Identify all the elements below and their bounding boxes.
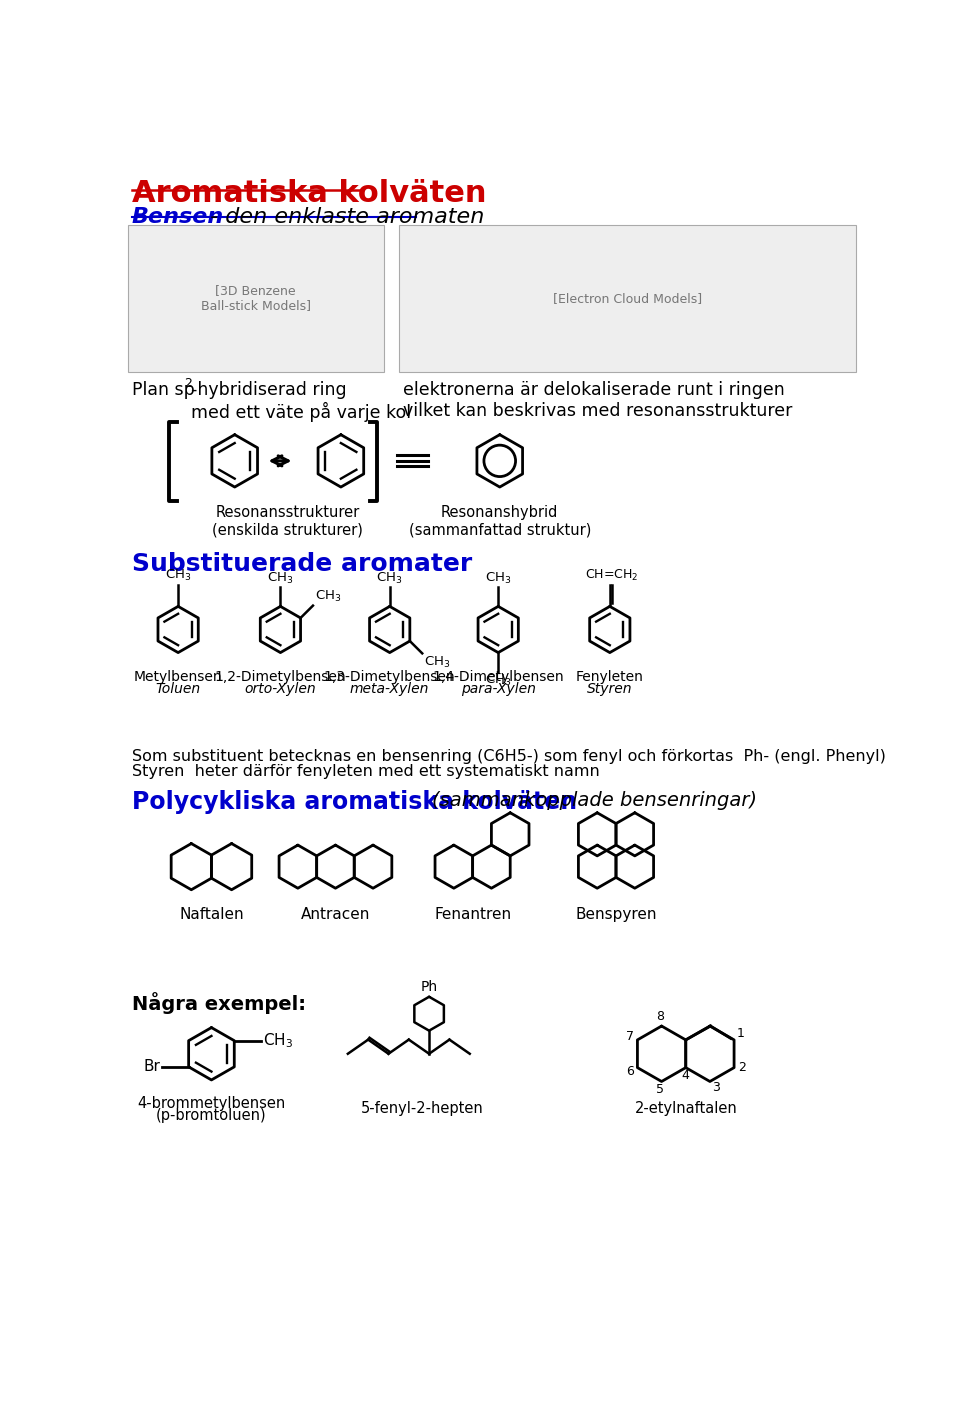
Text: elektronerna är delokaliserade runt i ringen
vilket kan beskrivas med resonansst: elektronerna är delokaliserade runt i ri… — [403, 381, 792, 420]
Bar — [128, 225, 383, 372]
Text: Aromatiska kolväten: Aromatiska kolväten — [132, 180, 486, 208]
Text: Bensen: Bensen — [132, 207, 224, 226]
Text: CH$_3$: CH$_3$ — [165, 569, 191, 583]
Text: -hybridiserad ring
med ett väte på varje kol: -hybridiserad ring med ett väte på varje… — [190, 381, 411, 422]
Text: 8: 8 — [656, 1010, 664, 1023]
Text: - den enklaste aromaten: - den enklaste aromaten — [203, 207, 484, 226]
Text: Plan sp: Plan sp — [132, 381, 194, 399]
Text: 1,3-Dimetylbensen: 1,3-Dimetylbensen — [324, 669, 455, 683]
Text: Resonanshybrid
(sammanfattad struktur): Resonanshybrid (sammanfattad struktur) — [409, 505, 591, 538]
Text: Metylbensen: Metylbensen — [133, 669, 223, 683]
Text: 2-etylnaftalen: 2-etylnaftalen — [635, 1101, 737, 1116]
Text: 2: 2 — [738, 1061, 746, 1074]
Text: Styren  heter därför fenyleten med ett systematiskt namn: Styren heter därför fenyleten med ett sy… — [132, 764, 599, 780]
Text: Fenantren: Fenantren — [434, 907, 511, 921]
Text: Resonansstrukturer
(enskilda strukturer): Resonansstrukturer (enskilda strukturer) — [212, 505, 363, 538]
Text: Några exempel:: Några exempel: — [132, 992, 305, 1015]
Text: CH$_3$: CH$_3$ — [263, 1032, 293, 1050]
Text: para-Xylen: para-Xylen — [461, 682, 536, 696]
Text: Naftalen: Naftalen — [180, 907, 244, 921]
Text: meta-Xylen: meta-Xylen — [350, 682, 429, 696]
Text: CH$_3$: CH$_3$ — [423, 655, 450, 669]
Text: CH$_3$: CH$_3$ — [376, 570, 403, 586]
Text: CH$_3$: CH$_3$ — [485, 570, 512, 586]
Text: (p-bromtoluen): (p-bromtoluen) — [156, 1108, 267, 1122]
Text: Som substituent betecknas en bensenring (C6H5-) som fenyl och förkortas  Ph- (en: Som substituent betecknas en bensenring … — [132, 749, 885, 764]
Text: [Electron Cloud Models]: [Electron Cloud Models] — [553, 291, 702, 304]
Text: Toluen: Toluen — [156, 682, 201, 696]
Text: orto-Xylen: orto-Xylen — [245, 682, 316, 696]
Text: Polycykliska aromatiska kolväten: Polycykliska aromatiska kolväten — [132, 790, 577, 814]
Text: Br: Br — [143, 1060, 160, 1074]
Text: 5: 5 — [656, 1082, 664, 1095]
Text: CH=CH$_2$: CH=CH$_2$ — [585, 569, 638, 583]
Text: 7: 7 — [626, 1030, 634, 1043]
Text: 6: 6 — [626, 1065, 634, 1078]
Text: 1,4-Dimetylbensen: 1,4-Dimetylbensen — [432, 669, 564, 683]
Text: 3: 3 — [712, 1081, 720, 1094]
Text: CH$_3$: CH$_3$ — [485, 674, 512, 689]
Text: Styren: Styren — [588, 682, 633, 696]
Text: 2: 2 — [184, 376, 192, 391]
Text: [3D Benzene
Ball-stick Models]: [3D Benzene Ball-stick Models] — [201, 284, 311, 313]
Text: 1: 1 — [736, 1027, 744, 1040]
Text: 5-fenyl-2-hepten: 5-fenyl-2-hepten — [361, 1101, 484, 1116]
Text: CH$_3$: CH$_3$ — [267, 570, 294, 586]
Text: CH$_3$: CH$_3$ — [315, 589, 341, 604]
Text: 4-brommetylbensen: 4-brommetylbensen — [137, 1097, 285, 1111]
Text: 1,2-Dimetylbensen: 1,2-Dimetylbensen — [215, 669, 347, 683]
Text: (sammankopplade bensenringar): (sammankopplade bensenringar) — [432, 791, 756, 811]
Text: Substituerade aromater: Substituerade aromater — [132, 552, 472, 576]
Bar — [399, 225, 856, 372]
Text: Fenyleten: Fenyleten — [576, 669, 644, 683]
Text: Ph: Ph — [420, 981, 438, 995]
Text: Benspyren: Benspyren — [575, 907, 657, 921]
Text: 4: 4 — [682, 1068, 689, 1082]
Text: Antracen: Antracen — [300, 907, 371, 921]
